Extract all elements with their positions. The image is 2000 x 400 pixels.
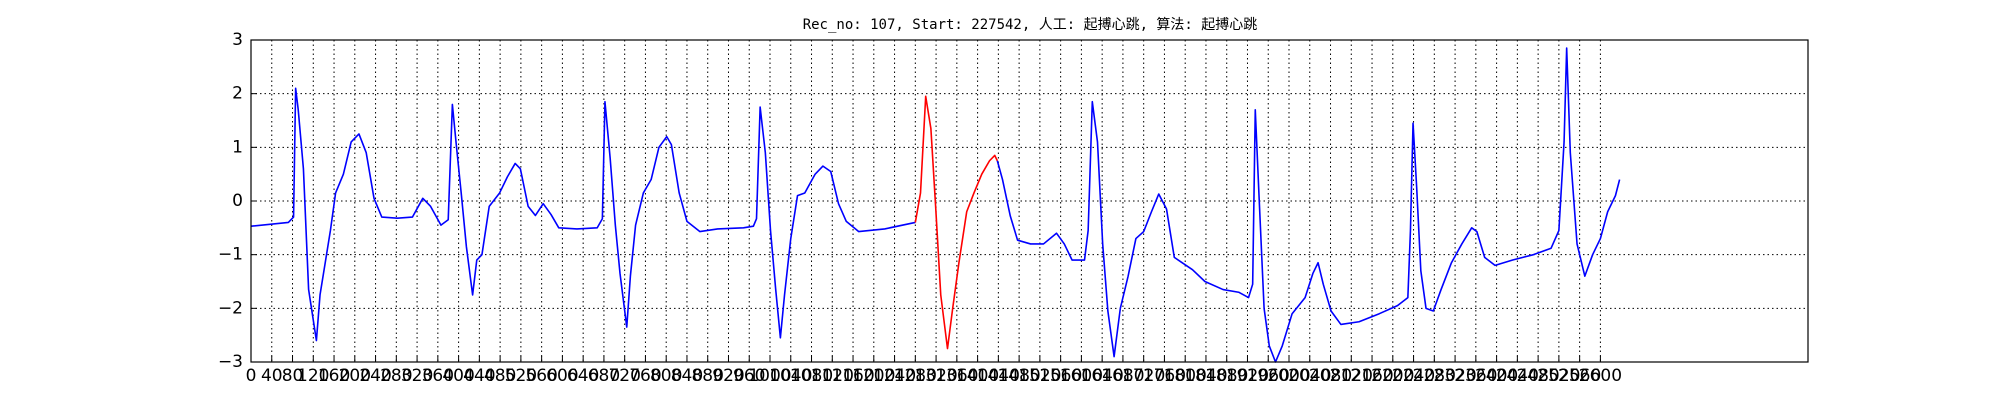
x-tick-label: 1720 <box>1122 366 1165 386</box>
x-tick-label: 1000 <box>748 366 791 386</box>
x-tick-label: 2000 <box>1267 366 1310 386</box>
x-tick-label: 2600 <box>1579 366 1622 386</box>
x-tick-label: 200 <box>339 366 371 386</box>
x-tick-label: 40 <box>261 366 283 386</box>
x-tick-label: 2160 <box>1350 366 1393 386</box>
plot-frame <box>250 39 1809 363</box>
x-tick-label: 2120 <box>1330 366 1373 386</box>
x-tick-label: 1520 <box>1018 366 1061 386</box>
x-tick-label: 2440 <box>1496 366 1539 386</box>
x-tick-label: 1280 <box>894 366 937 386</box>
x-tick-label: 280 <box>380 366 412 386</box>
x-tick-label: 1440 <box>977 366 1020 386</box>
x-tick-label: 1120 <box>811 366 854 386</box>
x-tick-label: 1760 <box>1143 366 1186 386</box>
x-tick-label: 1600 <box>1060 366 1103 386</box>
y-tick-label: −3 <box>218 352 243 372</box>
x-tick-label: 600 <box>546 366 578 386</box>
x-tick-label: 1080 <box>790 366 833 386</box>
x-tick-label: 2200 <box>1371 366 1414 386</box>
x-tick-label: 760 <box>629 366 661 386</box>
x-tick-label: 560 <box>525 366 557 386</box>
x-tick-label: 2320 <box>1433 366 1476 386</box>
y-tick-label: −1 <box>218 245 243 265</box>
x-tick-label: 1160 <box>831 366 874 386</box>
x-tick-label: 400 <box>442 366 474 386</box>
signal-line <box>996 47 1621 363</box>
x-tick-label: 1960 <box>1247 366 1290 386</box>
x-tick-label: 240 <box>359 366 391 386</box>
x-tick-label: 360 <box>422 366 454 386</box>
chart-title: Rec_no: 107, Start: 227542, 人工: 起搏心跳, 算法… <box>803 16 1258 33</box>
x-tick-label: 2480 <box>1516 366 1559 386</box>
y-tick-label: 1 <box>232 137 243 157</box>
x-tick-label: 80 <box>282 366 304 386</box>
y-tick-label: −2 <box>218 298 243 318</box>
x-tick-label: 880 <box>691 366 723 386</box>
x-tick-label: 2080 <box>1309 366 1352 386</box>
x-tick-label: 320 <box>401 366 433 386</box>
x-tick-label: 160 <box>318 366 350 386</box>
x-tick-label: 2400 <box>1475 366 1518 386</box>
x-tick-label: 920 <box>712 366 744 386</box>
x-tick-label: 960 <box>733 366 765 386</box>
signal-line <box>250 87 916 342</box>
x-tick-label: 1560 <box>1039 366 1082 386</box>
x-tick-label: 680 <box>588 366 620 386</box>
x-tick-label: 1800 <box>1164 366 1207 386</box>
x-tick-label: 2520 <box>1537 366 1580 386</box>
y-tick-label: 3 <box>232 30 243 50</box>
x-tick-label: 1480 <box>997 366 1040 386</box>
x-tick-label: 1200 <box>852 366 895 386</box>
x-tick-label: 1360 <box>935 366 978 386</box>
x-tick-label: 2360 <box>1454 366 1497 386</box>
x-tick-label: 1400 <box>956 366 999 386</box>
x-tick-label: 1320 <box>914 366 957 386</box>
x-tick-label: 800 <box>650 366 682 386</box>
x-tick-label: 2040 <box>1288 366 1331 386</box>
x-tick-label: 1840 <box>1184 366 1227 386</box>
x-tick-label: 1880 <box>1205 366 1248 386</box>
x-tick-label: 1920 <box>1226 366 1269 386</box>
x-tick-label: 440 <box>463 366 495 386</box>
x-tick-label: 0 <box>246 366 257 386</box>
x-tick-label: 720 <box>608 366 640 386</box>
x-tick-label: 2560 <box>1558 366 1601 386</box>
x-tick-label: 1240 <box>873 366 916 386</box>
x-tick-label: 1680 <box>1101 366 1144 386</box>
y-tick-label: 2 <box>232 84 243 104</box>
x-tick-label: 1040 <box>769 366 812 386</box>
x-tick-label: 640 <box>567 366 599 386</box>
x-tick-label: 1640 <box>1081 366 1124 386</box>
x-tick-label: 520 <box>505 366 537 386</box>
x-tick-label: 840 <box>671 366 703 386</box>
y-tick-label: 0 <box>232 191 243 211</box>
x-tick-label: 2280 <box>1413 366 1456 386</box>
x-tick-label: 120 <box>297 366 329 386</box>
x-tick-label: 480 <box>484 366 516 386</box>
x-tick-label: 2240 <box>1392 366 1435 386</box>
signal-line <box>914 95 999 350</box>
